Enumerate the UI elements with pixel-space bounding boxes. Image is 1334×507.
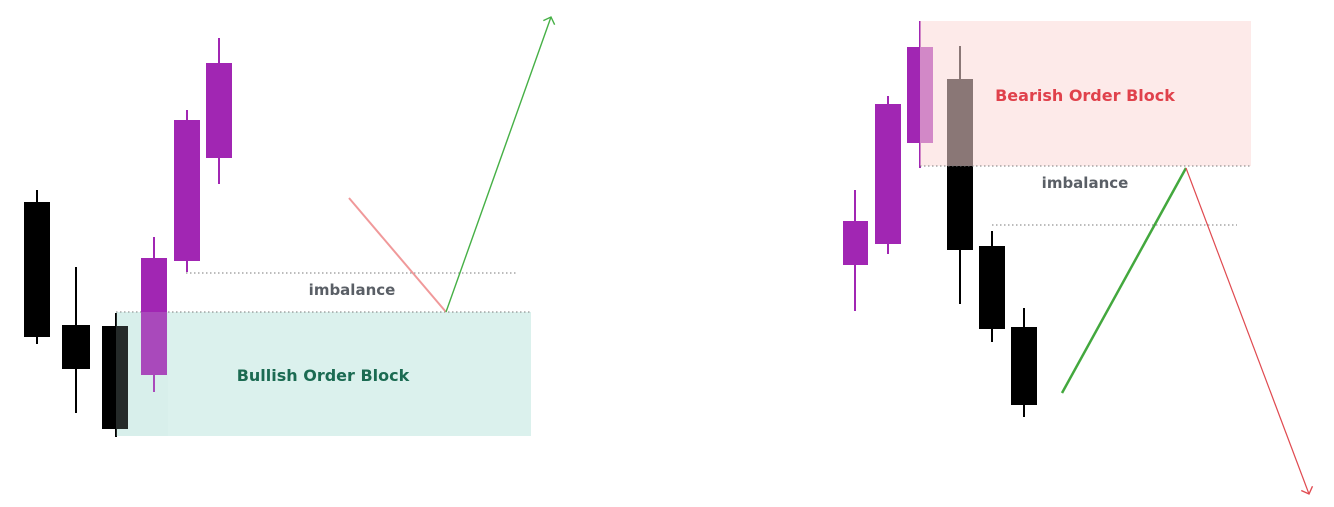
candle bbox=[979, 231, 1005, 342]
bearish-imbalance-label: imbalance bbox=[1042, 174, 1129, 192]
candle bbox=[875, 96, 901, 254]
bearish-panel: Bearish Order Block imbalance bbox=[843, 21, 1314, 495]
bullish-candles bbox=[24, 38, 232, 437]
bullish-imbalance-label: imbalance bbox=[309, 281, 396, 299]
bullish-order-block-label: Bullish Order Block bbox=[237, 366, 410, 385]
bullish-zone-overlay bbox=[116, 312, 168, 436]
bearish-order-block-label: Bearish Order Block bbox=[995, 86, 1175, 105]
candle bbox=[1011, 308, 1037, 417]
bearish-impulse-arrow bbox=[1185, 167, 1314, 495]
candle bbox=[102, 313, 128, 437]
candle bbox=[141, 237, 167, 392]
candle bbox=[843, 190, 868, 311]
bullish-pullback-line bbox=[348, 197, 447, 313]
candle bbox=[24, 190, 50, 344]
candle bbox=[206, 38, 232, 184]
bullish-order-block-zone bbox=[116, 312, 531, 436]
bullish-panel: imbalance Bullish Order Block bbox=[24, 16, 556, 437]
candle bbox=[62, 267, 90, 413]
bearish-pullback-line bbox=[1060, 167, 1188, 394]
bearish-order-block-zone bbox=[920, 21, 1251, 166]
bullish-impulse-arrow bbox=[445, 16, 556, 313]
candle bbox=[174, 110, 200, 272]
